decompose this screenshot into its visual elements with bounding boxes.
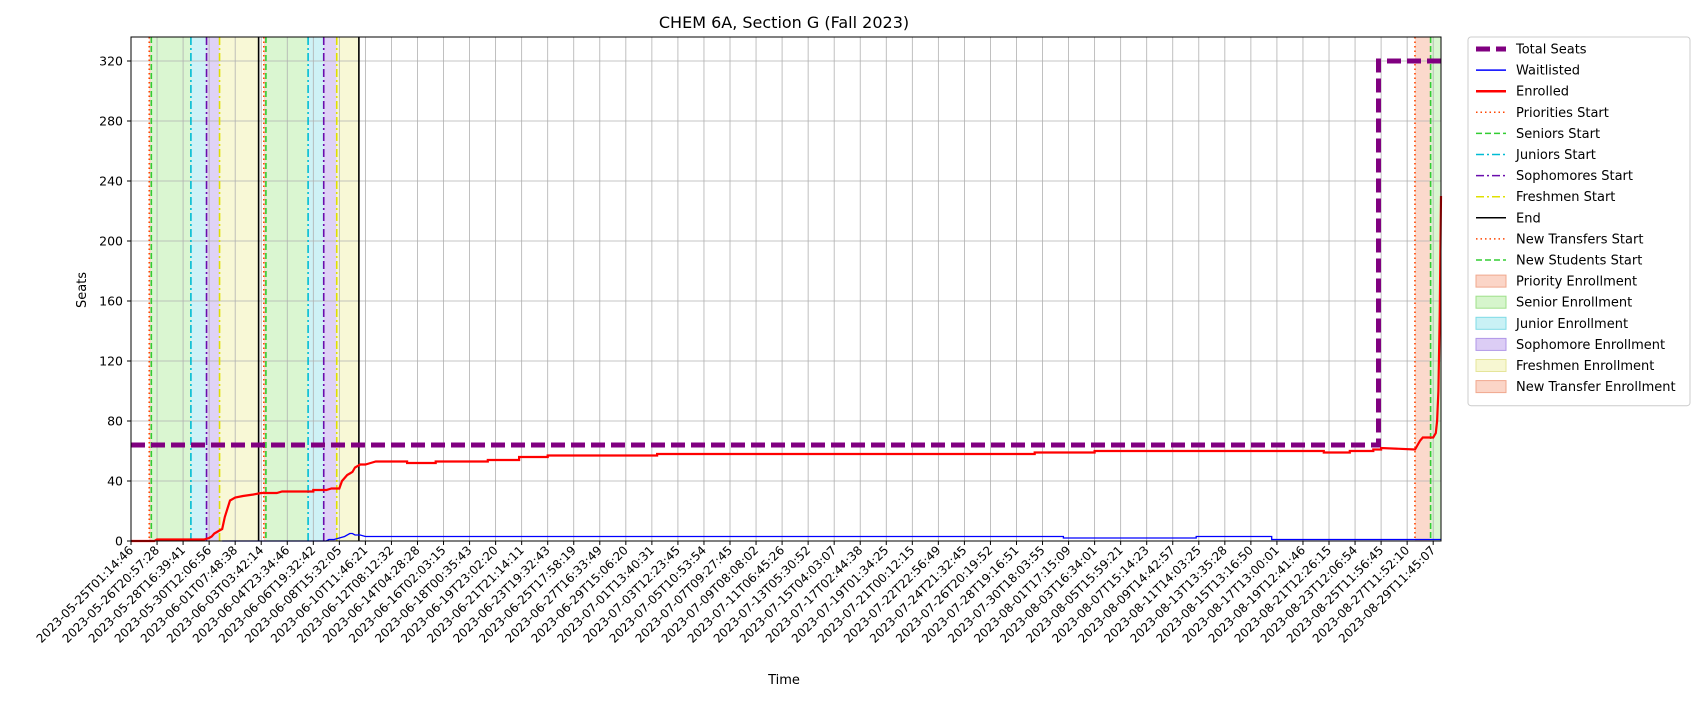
y-tick-label-8: 320 [99, 54, 123, 69]
legend-label-9: New Transfers Start [1516, 232, 1643, 247]
legend-label-3: Priorities Start [1516, 106, 1609, 121]
legend-label-2: Enrolled [1516, 85, 1569, 100]
shaded-region-4 [219, 37, 259, 541]
y-tick-label-3: 120 [99, 354, 123, 369]
x-axis-label: Time [767, 673, 800, 688]
legend-label-13: Junior Enrollment [1515, 317, 1628, 332]
legend-label-16: New Transfer Enrollment [1516, 380, 1676, 395]
shaded-region-3 [206, 37, 220, 541]
shaded-region-5 [263, 37, 266, 541]
y-tick-label-1: 40 [107, 474, 123, 489]
y-tick-label-2: 80 [107, 414, 123, 429]
legend-label-10: New Students Start [1516, 254, 1642, 269]
legend-swatch-16 [1475, 380, 1507, 394]
shaded-region-2 [190, 37, 207, 541]
shaded-region-9 [336, 37, 359, 541]
legend-label-0: Total Seats [1515, 43, 1587, 58]
legend-label-5: Juniors Start [1515, 148, 1596, 163]
plot-area: 040801201602002402803202023-05-25T01:14:… [34, 36, 1443, 646]
legend-label-4: Seniors Start [1516, 127, 1600, 142]
legend-swatch-13 [1475, 316, 1507, 330]
legend-swatch-11 [1475, 274, 1507, 288]
shaded-region-8 [323, 37, 337, 541]
legend: Total Seats Waitlisted Enrolled Priorities … [1467, 36, 1691, 407]
legend-label-12: Senior Enrollment [1516, 296, 1632, 311]
legend-box [1467, 36, 1691, 407]
legend-label-6: Sophomores Start [1516, 169, 1633, 184]
y-tick-label-0: 0 [115, 534, 123, 549]
legend-swatch-14 [1475, 337, 1507, 351]
y-axis-label: Seats [75, 272, 90, 308]
chart-title: CHEM 6A, Section G (Fall 2023) [659, 13, 909, 32]
legend-swatch-12 [1475, 295, 1507, 309]
legend-label-7: Freshmen Start [1516, 190, 1615, 205]
y-tick-label-6: 240 [99, 174, 123, 189]
legend-label-14: Sophomore Enrollment [1516, 338, 1665, 353]
shaded-region-0 [149, 37, 152, 541]
series-line-waitlisted [222, 532, 1441, 542]
y-tick-label-4: 160 [99, 294, 123, 309]
legend-label-8: End [1516, 211, 1541, 226]
shaded-region-11 [1430, 37, 1441, 541]
legend-label-1: Waitlisted [1516, 64, 1580, 79]
series-line-enrolled [131, 195, 1443, 543]
shaded-region-10 [1414, 37, 1431, 541]
plot-frame [130, 36, 1442, 542]
legend-swatch-15 [1475, 359, 1507, 372]
shaded-region-7 [308, 37, 324, 541]
y-tick-label-5: 200 [99, 234, 123, 249]
legend-label-11: Priority Enrollment [1516, 275, 1637, 290]
series-line-total-seats [131, 58, 1441, 448]
legend-label-15: Freshmen Enrollment [1516, 359, 1654, 374]
y-tick-label-7: 280 [99, 114, 123, 129]
